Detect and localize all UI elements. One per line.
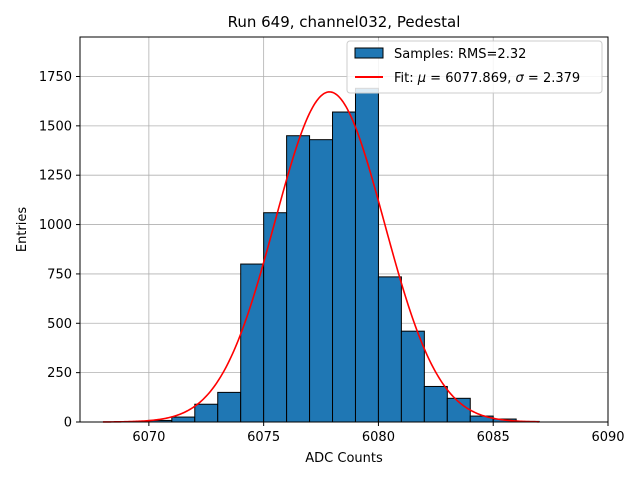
x-tick-label: 6070 bbox=[132, 430, 165, 445]
legend-samples-label: Samples: RMS=2.32 bbox=[394, 47, 526, 62]
y-tick-label: 1000 bbox=[39, 218, 72, 233]
x-tick-label: 6080 bbox=[362, 430, 395, 445]
x-tick-label: 6085 bbox=[477, 430, 510, 445]
histogram-bar bbox=[263, 212, 288, 423]
legend: Samples: RMS=2.32 Fit: μ = 6077.869, σ =… bbox=[346, 40, 603, 94]
y-tick-label: 500 bbox=[47, 317, 72, 332]
x-tick-label: 6090 bbox=[591, 430, 624, 445]
y-tick-label: 0 bbox=[64, 416, 72, 431]
histogram-bar bbox=[194, 403, 219, 423]
x-axis-ticks: 6070 6075 6080 6085 6090 bbox=[132, 422, 625, 445]
histogram-bar bbox=[171, 416, 196, 423]
histogram-bar bbox=[286, 135, 311, 423]
legend-fit-sigma-value: 2.379 bbox=[543, 71, 580, 86]
y-axis-label: Entries bbox=[15, 207, 30, 253]
y-tick-label: 1250 bbox=[39, 169, 72, 184]
y-tick-label: 250 bbox=[47, 366, 72, 381]
legend-fit-mu-value: 6077.869 bbox=[445, 71, 507, 86]
legend-fit-mu-symbol: μ bbox=[417, 71, 426, 86]
legend-fit-sigma-symbol: σ bbox=[516, 71, 525, 86]
legend-fit-mu-eq: = bbox=[426, 71, 445, 86]
legend-fit-label: Fit: μ = 6077.869, σ = 2.379 bbox=[394, 71, 580, 86]
fit-curve bbox=[102, 91, 540, 423]
legend-samples-swatch bbox=[354, 47, 384, 59]
histogram-bar bbox=[240, 263, 265, 423]
y-tick-label: 1750 bbox=[39, 70, 72, 85]
y-tick-label: 750 bbox=[47, 267, 72, 282]
histogram-bar bbox=[423, 385, 448, 423]
y-tick-label: 1500 bbox=[39, 119, 72, 134]
histogram-bar bbox=[377, 276, 402, 423]
fit-line bbox=[102, 91, 540, 423]
x-tick-label: 6075 bbox=[247, 430, 280, 445]
histogram-bar bbox=[309, 139, 334, 423]
histogram-bar bbox=[332, 111, 356, 423]
y-axis-ticks: 0 250 500 750 1000 1250 1500 1750 bbox=[39, 70, 80, 431]
x-axis-label: ADC Counts bbox=[305, 451, 383, 466]
legend-fit-prefix: Fit: bbox=[394, 71, 418, 86]
legend-box bbox=[346, 40, 603, 94]
chart-title: Run 649, channel032, Pedestal bbox=[228, 13, 461, 31]
legend-fit-sigma-eq: = bbox=[524, 71, 543, 86]
plot-frame bbox=[79, 36, 609, 423]
histogram-bar bbox=[400, 330, 425, 423]
legend-fit-sep: , bbox=[507, 71, 515, 86]
histogram-bar bbox=[217, 391, 242, 423]
